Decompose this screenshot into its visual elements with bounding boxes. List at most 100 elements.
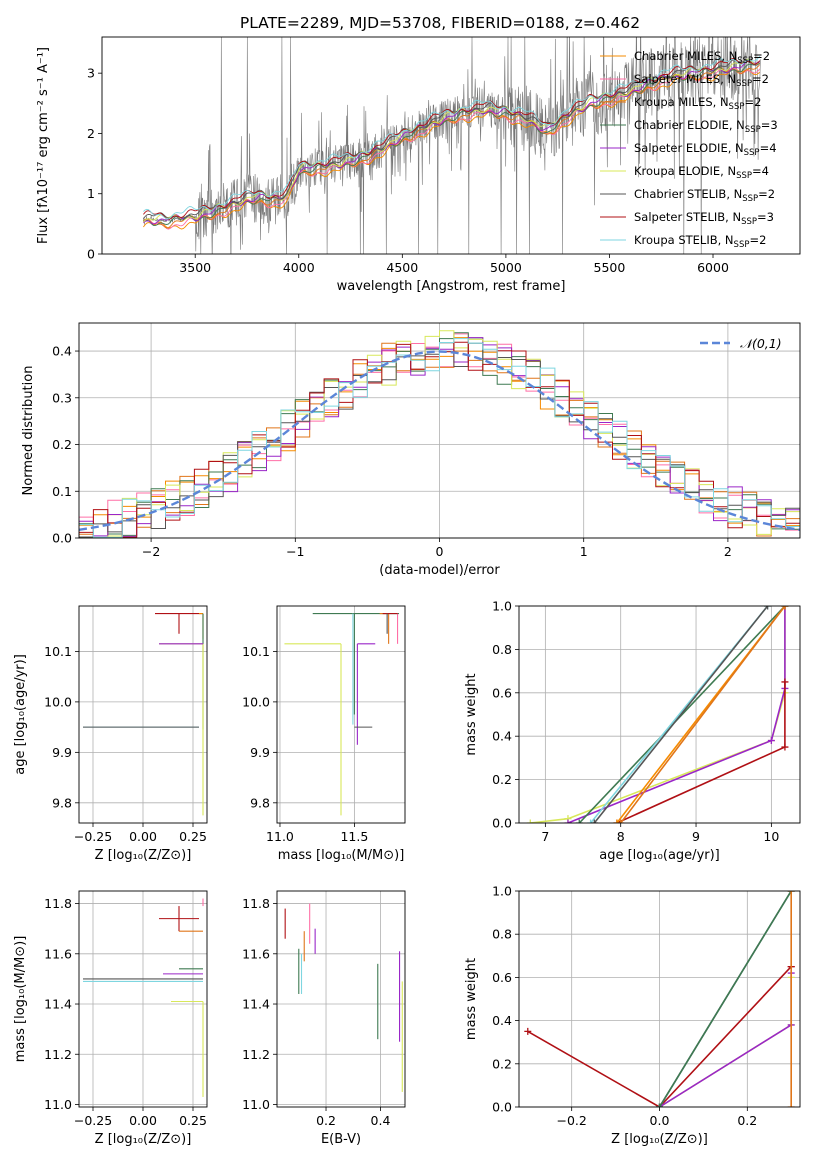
error-bar-point-chabrier-miles bbox=[199, 613, 204, 639]
plot-frame bbox=[78, 890, 208, 1108]
residuals-panel: −2 −1 0 1 2 0.0 0.1 0.2 0.3 0.4 (data-model)/error… bbox=[21, 322, 801, 578]
x-tick-label: −1 bbox=[286, 544, 304, 559]
cumulative-line-salpeter-elodie bbox=[567, 606, 786, 823]
histogram-kroupa-stelib bbox=[79, 338, 800, 538]
cumulative-marker bbox=[526, 819, 534, 823]
y-axis-label: Flux [fλ10⁻¹⁷ erg cm⁻² s⁻¹ A⁻¹] bbox=[36, 47, 51, 244]
plot-area bbox=[284, 903, 403, 1092]
legend-subscript: SSP bbox=[742, 194, 758, 204]
model-line-kroupa-miles bbox=[143, 64, 761, 229]
legend-subscript: SSP bbox=[744, 148, 760, 158]
cumulative-metallicity-panel: −0.2 0.0 0.2 0.0 0.2 0.4 0.6 0.8 1.0 Z [log₁₀(Z/Z… bbox=[464, 884, 801, 1147]
plot-frame bbox=[78, 322, 801, 539]
y-axis-label: mass weight bbox=[464, 958, 479, 1040]
y-tick-label: 3 bbox=[87, 66, 95, 81]
model-line-salpeter-stelib bbox=[143, 57, 761, 220]
x-tick-label: 1 bbox=[580, 544, 588, 559]
y-axis-label: age [log₁₀(age/yr)] bbox=[13, 654, 28, 775]
x-tick-label: 0.00 bbox=[129, 829, 157, 844]
y-axis-label: mass weight bbox=[464, 673, 479, 755]
y-tick-label: 0.3 bbox=[52, 390, 72, 405]
cumulative-marker bbox=[764, 606, 772, 610]
legend-label: Chabrier MILES, NSSP=2 bbox=[634, 49, 770, 66]
y-tick-label: 11.8 bbox=[44, 896, 72, 911]
x-axis-label: Z [log₁₀(Z/Z⊙)] bbox=[95, 848, 192, 863]
legend-label: Chabrier STELIB, NSSP=2 bbox=[634, 187, 775, 204]
plot-area bbox=[284, 613, 400, 816]
x-axis-label: Z [log₁₀(Z/Z⊙)] bbox=[611, 1132, 708, 1147]
legend-subscript: SSP bbox=[737, 56, 753, 66]
cumulative-line-salpeter-stelib bbox=[616, 682, 786, 823]
legend-subscript: SSP bbox=[741, 217, 757, 227]
cumulative-marker bbox=[575, 819, 583, 823]
y-tick-label: 11.2 bbox=[242, 1047, 270, 1062]
y-tick-label: 11.0 bbox=[44, 1097, 72, 1112]
x-tick-label: 5500 bbox=[594, 260, 626, 275]
legend-label-rest: =2 bbox=[749, 233, 766, 247]
plot-frame bbox=[276, 605, 406, 824]
x-tick-label: 3500 bbox=[179, 260, 211, 275]
legend-label-rest: =2 bbox=[758, 187, 775, 201]
x-tick-label: −2 bbox=[142, 544, 160, 559]
plot-area bbox=[526, 606, 789, 823]
x-tick-label: 11.5 bbox=[340, 829, 368, 844]
y-tick-label: 11.4 bbox=[242, 997, 270, 1012]
age-vs-mass-panel: 11.0 11.5 9.8 9.9 10.0 10.1 mass [log₁₀(M/M⊙)] bbox=[242, 605, 406, 863]
x-tick-label: 0.2 bbox=[316, 1113, 336, 1128]
error-bar-point-kroupa-elodie bbox=[159, 643, 204, 816]
y-tick-label: 0.4 bbox=[492, 729, 512, 744]
cumulative-marker bbox=[590, 819, 598, 823]
error-bar-point-kroupa-elodie bbox=[284, 643, 342, 816]
x-tick-label: −0.25 bbox=[74, 1113, 112, 1128]
legend-subscript: SSP bbox=[729, 102, 745, 112]
x-tick-label: 0.0 bbox=[650, 1113, 670, 1128]
x-tick-label: 0 bbox=[436, 544, 444, 559]
error-bar-point-salpeter-stelib bbox=[159, 906, 199, 932]
y-tick-label: 9.8 bbox=[250, 795, 270, 810]
y-tick-label: 0.2 bbox=[492, 772, 512, 787]
legend-label: Kroupa ELODIE, NSSP=4 bbox=[634, 164, 769, 181]
x-axis-label: Z [log₁₀(Z/Z⊙)] bbox=[95, 1132, 192, 1147]
x-tick-label: 9 bbox=[692, 829, 700, 844]
cumulative-marker bbox=[787, 1103, 795, 1107]
x-tick-label: 10 bbox=[763, 829, 779, 844]
legend-label-rest: =2 bbox=[744, 95, 761, 109]
cumulative-marker bbox=[767, 737, 775, 745]
x-tick-label: −0.2 bbox=[557, 1113, 587, 1128]
plot-area bbox=[83, 613, 204, 816]
legend-subscript: SSP bbox=[736, 79, 752, 89]
cumulative-marker bbox=[564, 819, 572, 823]
cumulative-marker bbox=[656, 1103, 663, 1107]
x-tick-label: 0.4 bbox=[371, 1113, 391, 1128]
plot-frame bbox=[78, 605, 208, 824]
legend-label-rest: =2 bbox=[752, 72, 769, 86]
y-tick-label: 0.2 bbox=[52, 437, 72, 452]
x-tick-label: 0.25 bbox=[179, 1113, 207, 1128]
spectrum-panel: 3500 4000 4500 5000 5500 6000 0 1 2 3 wavelength [… bbox=[36, 36, 801, 294]
y-axis-label: mass [log₁₀(M/M⊙)] bbox=[13, 936, 28, 1063]
y-tick-label: 2 bbox=[87, 126, 95, 141]
x-tick-label: −0.25 bbox=[74, 829, 112, 844]
error-bar-point-salpeter-elodie bbox=[356, 643, 376, 745]
x-axis-label: (data-model)/error bbox=[379, 563, 500, 578]
cumulative-marker bbox=[781, 678, 789, 686]
y-tick-label: 0.6 bbox=[492, 970, 512, 985]
cumulative-age-panel: 7 8 9 10 0.0 0.2 0.4 0.6 0.8 1.0 age [log₁₀(age/yr… bbox=[464, 599, 801, 863]
y-tick-label: 0.4 bbox=[492, 1013, 512, 1028]
x-tick-label: 2 bbox=[724, 544, 732, 559]
x-tick-label: 4000 bbox=[283, 260, 315, 275]
y-tick-label: 9.9 bbox=[250, 745, 270, 760]
plot-frame bbox=[518, 890, 801, 1108]
cumulative-marker bbox=[781, 743, 789, 751]
y-tick-label: 0.0 bbox=[492, 1100, 512, 1115]
y-tick-label: 11.6 bbox=[44, 946, 72, 961]
y-tick-label: 0.8 bbox=[492, 927, 512, 942]
y-tick-label: 0.1 bbox=[52, 484, 72, 499]
plot-frame bbox=[101, 36, 801, 255]
legend-label: Kroupa STELIB, NSSP=2 bbox=[634, 233, 766, 250]
plot-frame bbox=[518, 605, 801, 824]
legend-label-rest: =2 bbox=[753, 49, 770, 63]
y-tick-label: 11.2 bbox=[44, 1047, 72, 1062]
legend-label-rest: =3 bbox=[757, 210, 774, 224]
y-tick-label: 10.0 bbox=[242, 694, 270, 709]
